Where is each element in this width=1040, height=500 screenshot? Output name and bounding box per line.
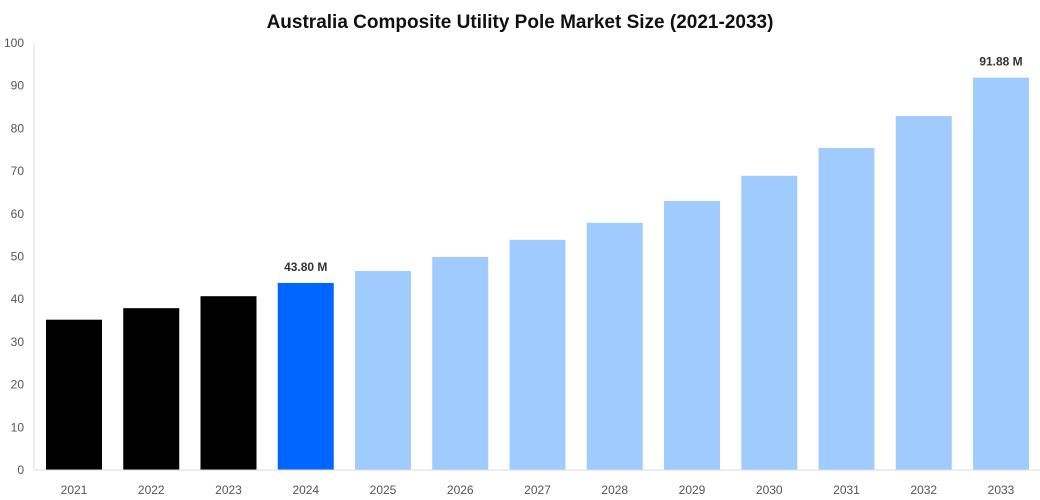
x-tick-label: 2024: [292, 483, 319, 497]
chart-title: Australia Composite Utility Pole Market …: [267, 12, 774, 33]
bar-2023: [200, 296, 257, 470]
y-tick-label: 50: [11, 250, 25, 264]
bar-2025: [355, 271, 411, 470]
y-tick-label: 0: [17, 463, 24, 477]
x-tick-label: 2032: [910, 483, 937, 497]
bar-2032: [895, 116, 952, 470]
x-tick-label: 2027: [524, 483, 551, 497]
bar-2033: [973, 77, 1029, 471]
x-tick-label: 2023: [215, 483, 242, 497]
bar-2021: [46, 319, 102, 470]
x-tick-label: 2026: [447, 483, 474, 497]
x-tick-label: 2022: [138, 483, 165, 497]
bar-2030: [741, 175, 798, 470]
bar-2026: [432, 256, 489, 470]
x-tick-label: 2021: [61, 483, 88, 497]
y-tick-label: 80: [11, 121, 25, 135]
bar-2028: [586, 222, 643, 470]
bar-2022: [123, 308, 180, 470]
x-tick-label: 2031: [833, 483, 860, 497]
x-axis: 2021 2022 2023 2024 2025 2026 2027 2028 2029 2030…: [34, 469, 1040, 497]
bars: 43.80 M 91.88 M: [46, 55, 1029, 471]
bar-2029: [664, 200, 720, 471]
x-tick-label: 2029: [679, 483, 706, 497]
y-tick-label: 10: [11, 420, 25, 434]
bar-2024: [277, 282, 334, 470]
data-label: 43.80 M: [284, 260, 327, 274]
data-label: 91.88 M: [979, 55, 1022, 69]
x-tick-label: 2028: [601, 483, 628, 497]
bar-2031: [818, 148, 875, 471]
y-tick-label: 20: [11, 378, 25, 392]
y-tick-label: 100: [4, 36, 24, 50]
y-tick-label: 60: [11, 207, 25, 221]
y-tick-label: 70: [11, 164, 25, 178]
x-tick-label: 2033: [988, 483, 1015, 497]
x-tick-label: 2030: [756, 483, 783, 497]
y-tick-label: 30: [11, 335, 25, 349]
y-tick-label: 90: [11, 79, 25, 93]
bar-2027: [509, 239, 566, 470]
x-tick-label: 2025: [370, 483, 397, 497]
y-axis: 0 10 20 30 40 50 60 70 80 90 100: [4, 36, 35, 477]
y-tick-label: 40: [11, 292, 25, 306]
